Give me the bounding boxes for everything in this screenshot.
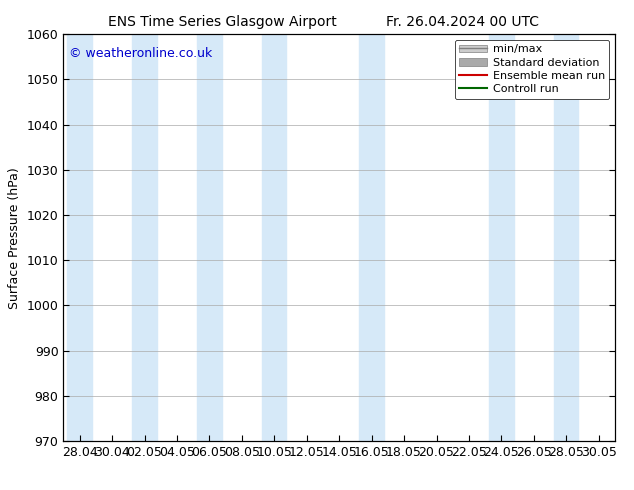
Bar (359, 34, 384, 441)
Bar (67, 34, 92, 441)
Bar (554, 34, 578, 441)
Text: ENS Time Series Glasgow Airport: ENS Time Series Glasgow Airport (108, 15, 336, 29)
Bar (262, 34, 287, 441)
Bar (133, 34, 157, 441)
Text: © weatheronline.co.uk: © weatheronline.co.uk (69, 47, 212, 59)
Text: Fr. 26.04.2024 00 UTC: Fr. 26.04.2024 00 UTC (386, 15, 540, 29)
Bar (489, 34, 514, 441)
Y-axis label: Surface Pressure (hPa): Surface Pressure (hPa) (8, 167, 21, 309)
Legend: min/max, Standard deviation, Ensemble mean run, Controll run: min/max, Standard deviation, Ensemble me… (455, 40, 609, 99)
Bar (197, 34, 221, 441)
